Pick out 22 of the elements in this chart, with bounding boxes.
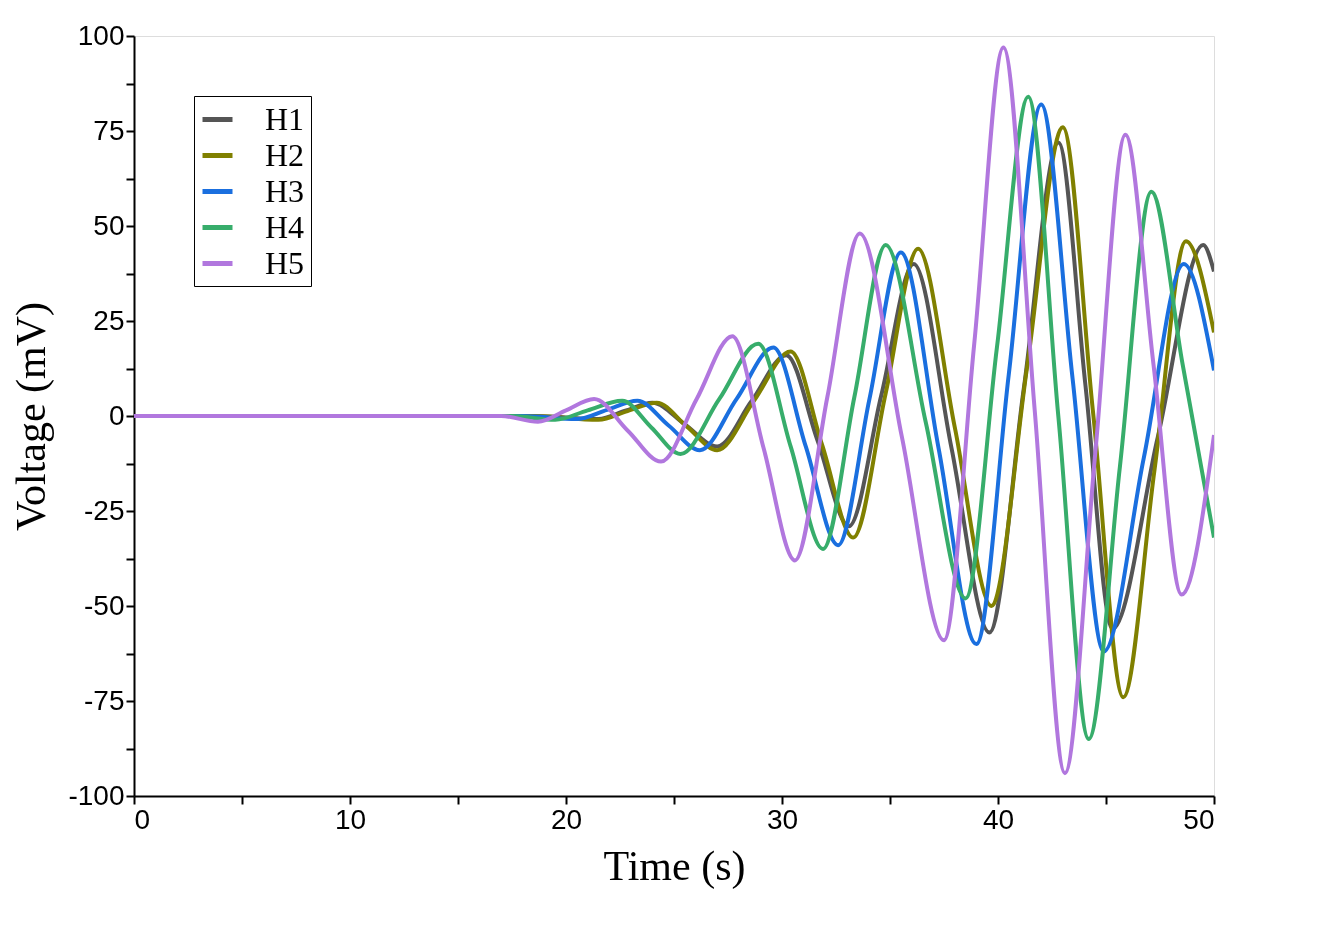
legend-label: H4 (265, 208, 305, 245)
legend-label: H1 (265, 100, 305, 137)
x-tick-label: 20 (550, 803, 583, 835)
x-tick-label: 40 (982, 803, 1015, 835)
y-tick-label: 75 (93, 114, 125, 146)
x-tick-label: 30 (766, 803, 799, 835)
y-axis-title: Voltage (mV) (8, 301, 56, 532)
y-tick-label: 0 (108, 399, 125, 431)
legend-label: H5 (265, 244, 305, 281)
y-tick-label: -100 (68, 779, 125, 811)
y-tick-label: -50 (84, 589, 125, 621)
y-tick-label: -25 (84, 494, 125, 526)
x-axis-title: Time (s) (603, 842, 746, 890)
y-tick-label: 50 (93, 209, 125, 241)
legend-label: H2 (265, 136, 305, 173)
x-tick-label: 50 (1183, 803, 1215, 835)
x-tick-label: 0 (134, 803, 151, 835)
legend-label: H3 (265, 172, 305, 209)
y-tick-label: 100 (77, 19, 125, 51)
y-tick-label: -75 (84, 684, 125, 716)
x-tick-label: 10 (334, 803, 367, 835)
y-tick-label: 25 (93, 304, 125, 336)
